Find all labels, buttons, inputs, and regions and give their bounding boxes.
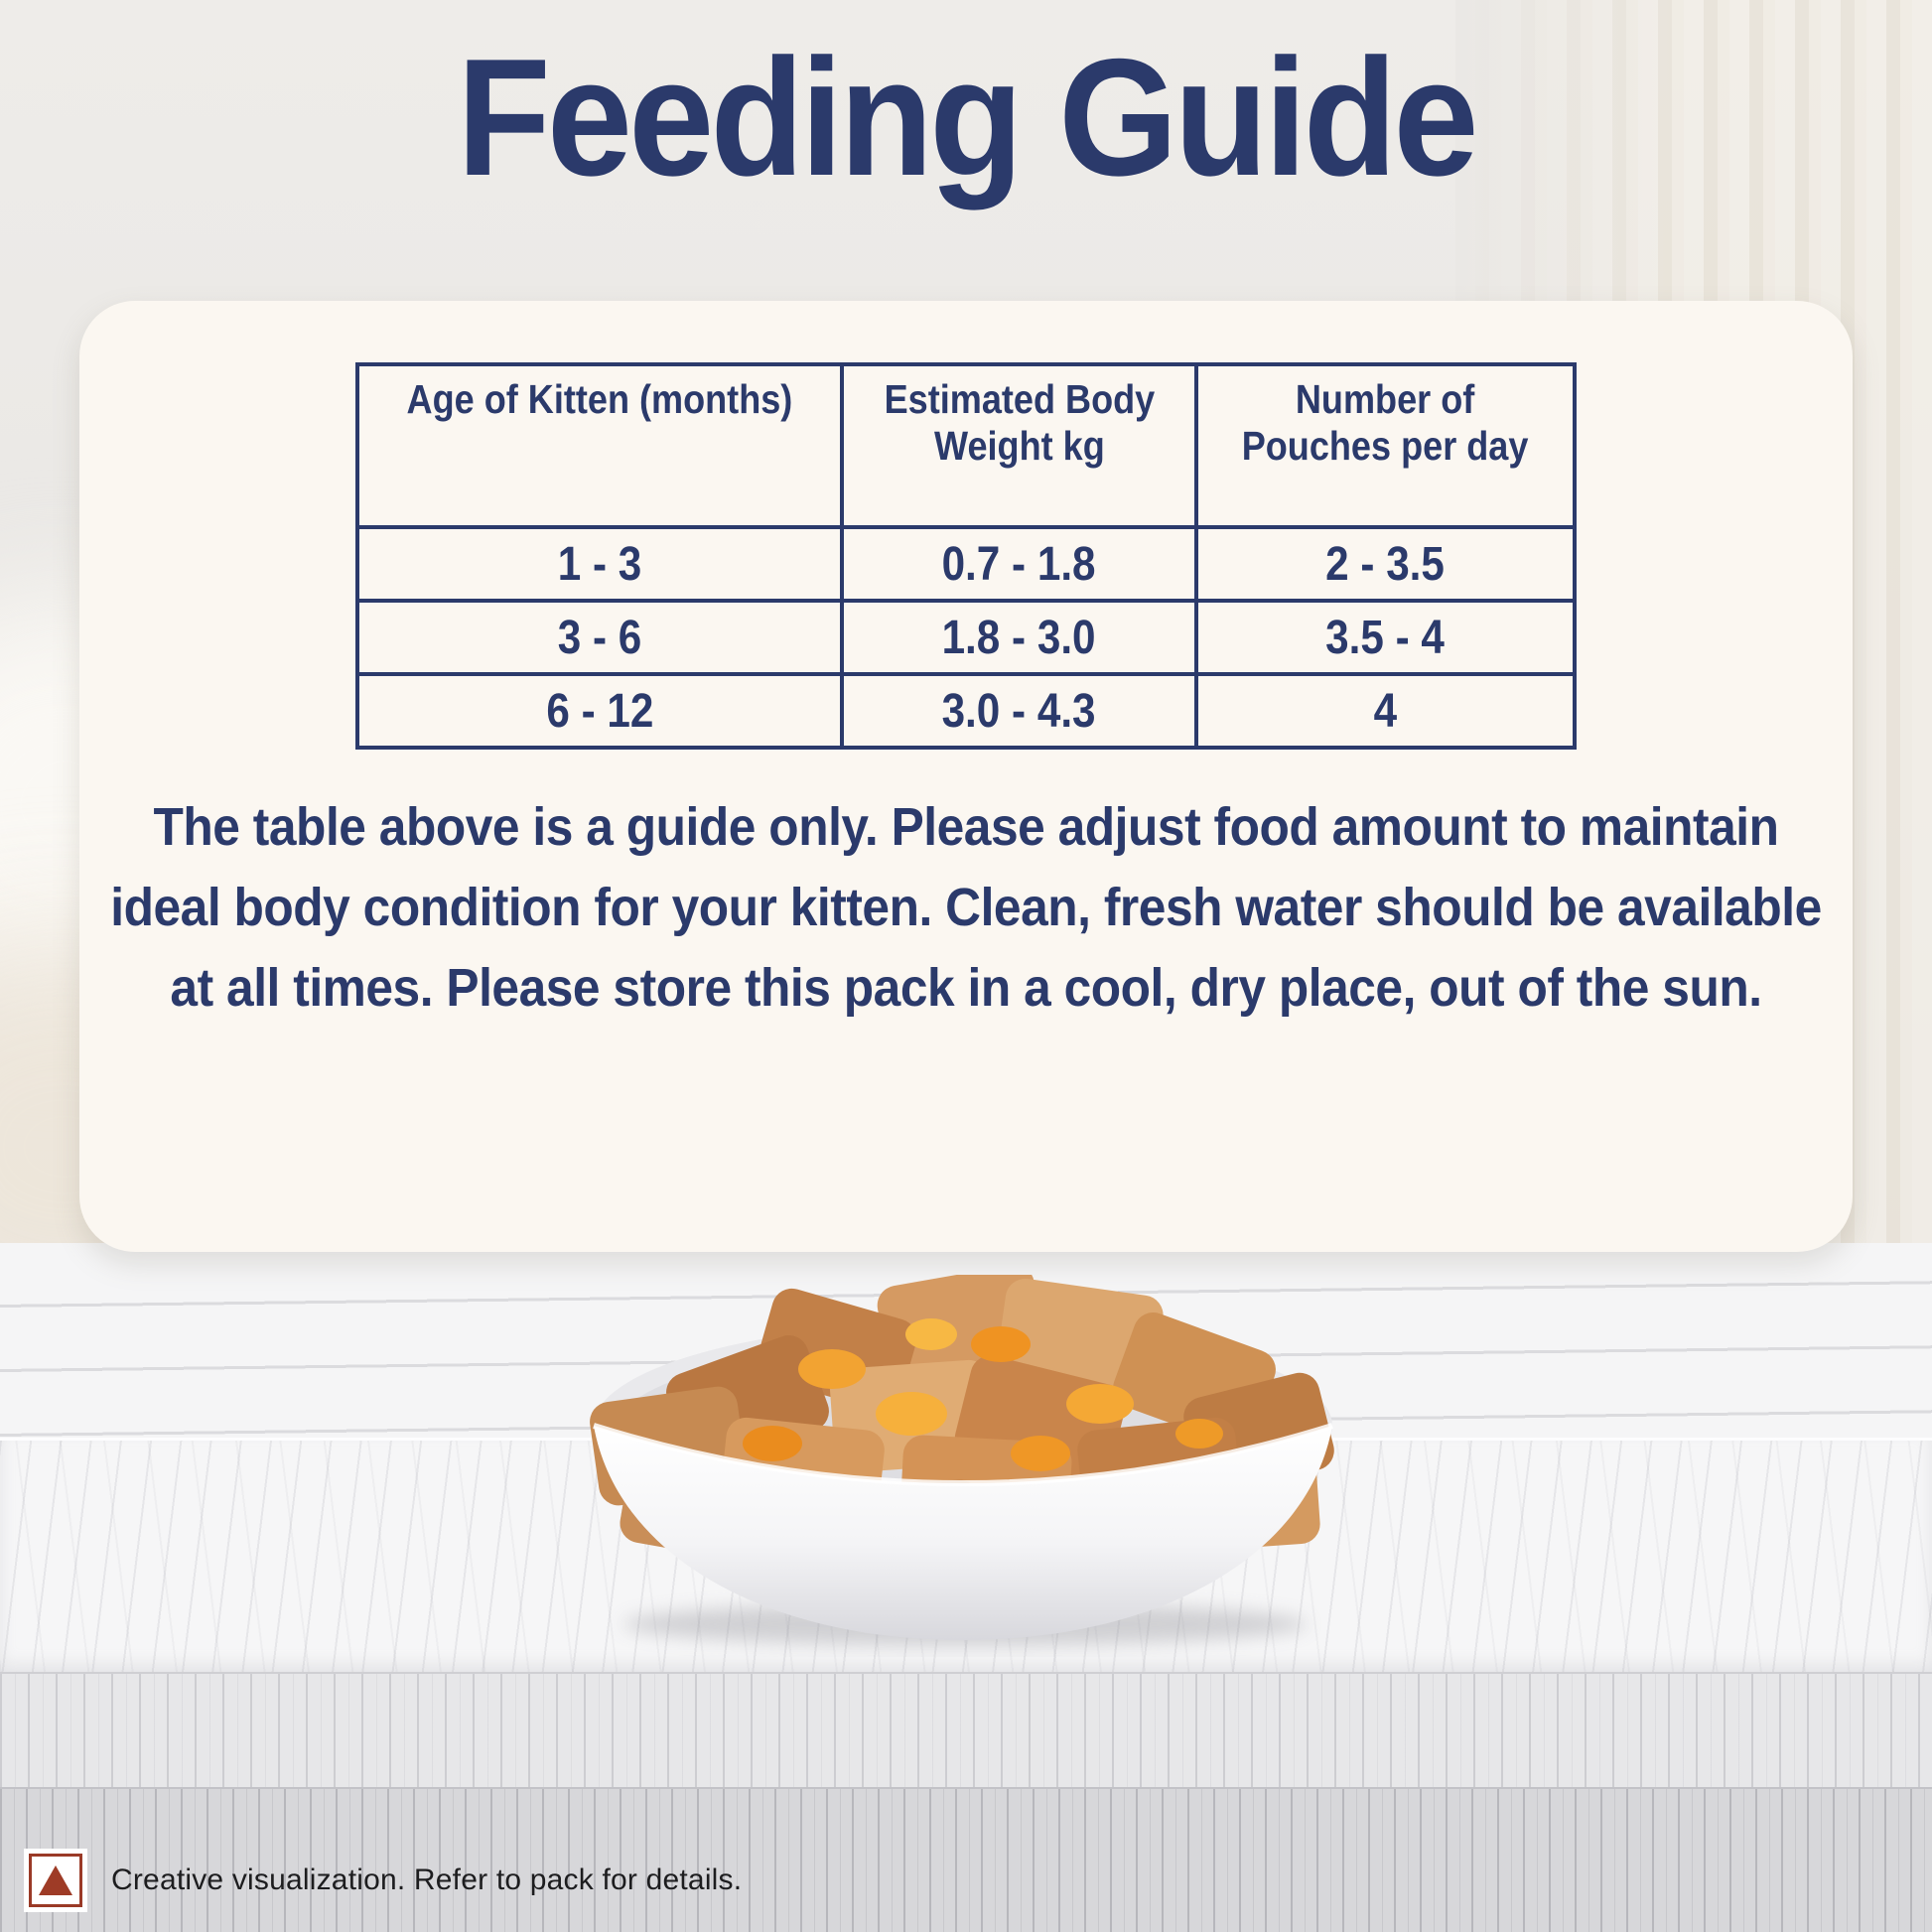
table-cell-text: 3.5 - 4: [1325, 611, 1446, 664]
table-cell-text: 1 - 3: [557, 537, 642, 591]
care-note-text: The table above is a guide only. Please …: [110, 797, 1822, 1018]
table-cell-text: 2 - 3.5: [1325, 537, 1446, 591]
disclaimer-bar: Creative visualization. Refer to pack fo…: [24, 1849, 742, 1912]
bowl-front: [594, 1426, 1332, 1640]
table-header-cell-pouches: Number of Pouches per day: [1194, 362, 1577, 529]
table-header-cell-weight: Estimated Body Weight kg: [840, 362, 1198, 529]
feeding-table-body: 1 - 3 0.7 - 1.8 2 - 3.5 3 - 6 1.8 - 3.0 3.5 -…: [355, 525, 1577, 750]
table-cell: 0.7 - 1.8: [840, 525, 1198, 603]
table-row: 1 - 3 0.7 - 1.8 2 - 3.5: [355, 525, 1577, 603]
table-cell: 3.5 - 4: [1194, 599, 1577, 676]
table-cell: 1.8 - 3.0: [840, 599, 1198, 676]
table-cell-text: 1.8 - 3.0: [942, 611, 1096, 664]
table-header-label: Estimated Body Weight kg: [884, 376, 1155, 469]
table-cell-text: 0.7 - 1.8: [942, 537, 1096, 591]
table-header-label: Number of Pouches per day: [1242, 376, 1529, 469]
disclaimer-text: Creative visualization. Refer to pack fo…: [111, 1863, 743, 1896]
table-cell: 3.0 - 4.3: [840, 672, 1198, 750]
nonveg-triangle-icon: [24, 1849, 87, 1912]
table-cell: 2 - 3.5: [1194, 525, 1577, 603]
table-cell-text: 3.0 - 4.3: [942, 684, 1096, 738]
table-row: 6 - 12 3.0 - 4.3 4: [355, 672, 1577, 750]
table-cell: 3 - 6: [355, 599, 844, 676]
info-card: Age of Kitten (months) Estimated Body We…: [79, 301, 1853, 1252]
feeding-table: Age of Kitten (months) Estimated Body We…: [355, 362, 1577, 750]
table-cell-text: 6 - 12: [545, 684, 654, 738]
table-cell-text: 3 - 6: [557, 611, 642, 664]
table-header-cell-age: Age of Kitten (months): [355, 362, 844, 529]
table-cell-text: 4: [1373, 684, 1398, 738]
table-header-label: Age of Kitten (months): [406, 376, 793, 422]
page-title: Feeding Guide: [457, 24, 1478, 210]
table-cell: 4: [1194, 672, 1577, 750]
triangle-glyph: [39, 1865, 72, 1895]
table-cell: 6 - 12: [355, 672, 844, 750]
food-bowl-image: [584, 1265, 1342, 1657]
table-header-row: Age of Kitten (months) Estimated Body We…: [355, 362, 1577, 529]
table-row: 3 - 6 1.8 - 3.0 3.5 - 4: [355, 599, 1577, 676]
counter-front-lower: [0, 1787, 1932, 1932]
table-cell: 1 - 3: [355, 525, 844, 603]
bowl-rim-highlight: [593, 1423, 1333, 1486]
counter-front-upper: [0, 1672, 1932, 1789]
food-bowl-illustration: [590, 1265, 1334, 1646]
care-note: The table above is a guide only. Please …: [23, 787, 1909, 1029]
